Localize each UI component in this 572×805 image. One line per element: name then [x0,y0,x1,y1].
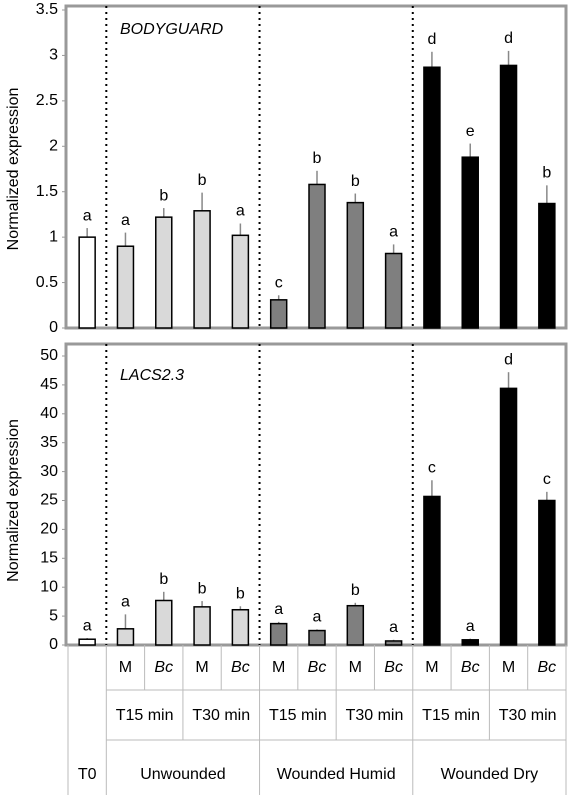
significance-letter: a [389,619,398,636]
bar [346,201,365,329]
group-label: T0 [78,766,97,783]
significance-letter: a [83,207,92,224]
bar [155,216,173,329]
y-axis-label: Normalized expression [5,419,22,582]
time-label: T15 min [422,707,480,724]
treatment-label: M [195,659,208,676]
y-tick-label: 0 [49,636,58,653]
bar [269,622,288,646]
bar [538,202,556,329]
significance-letter: a [274,601,283,618]
y-tick-label: 30 [40,463,58,480]
bar [269,299,288,329]
y-tick-label: 25 [40,492,58,509]
y-axis-label: Normalized expression [5,88,22,251]
significance-letter: c [428,459,436,476]
y-tick-label: 3.5 [36,1,58,18]
y-tick-label: 2 [49,138,58,155]
bar [193,210,211,329]
bar [78,236,96,329]
bar [423,495,441,646]
bar [155,599,173,646]
significance-letter: b [351,173,360,190]
y-tick-label: 35 [40,434,58,451]
bar [499,387,518,646]
bar [308,629,326,646]
significance-letter: b [351,582,360,599]
y-tick-label: 50 [40,347,58,364]
y-tick-label: 15 [40,550,58,567]
treatment-label: Bc [384,659,403,676]
time-label: T15 min [269,707,327,724]
significance-letter: a [236,203,245,220]
significance-letter: b [198,172,207,189]
y-tick-label: 1 [49,228,58,245]
bar [346,604,365,646]
y-tick-label: 0.5 [36,274,58,291]
gene-label: LACS2.3 [120,367,184,384]
treatment-label: Bc [461,659,480,676]
bar [308,183,326,329]
significance-letter: a [389,224,398,241]
significance-letter: b [159,187,168,204]
bar [116,245,135,329]
treatment-label: Bc [538,659,557,676]
y-tick-label: 20 [40,521,58,538]
significance-letter: c [275,275,283,292]
y-tick-label: 3 [49,47,58,64]
treatment-label: M [119,659,132,676]
significance-letter: b [313,150,322,167]
bar [193,606,211,646]
bar [384,640,403,646]
y-tick-label: 45 [40,376,58,393]
treatment-label: Bc [308,659,327,676]
significance-letter: b [542,165,551,182]
bar [78,638,96,646]
bar [461,639,479,646]
time-label: T30 min [192,707,250,724]
significance-letter: b [236,585,245,602]
significance-letter: e [466,123,475,140]
treatment-label: Bc [154,659,173,676]
significance-letter: a [313,609,322,626]
time-label: T30 min [346,707,404,724]
significance-letter: d [504,351,513,368]
y-tick-label: 0 [49,319,58,336]
group-label: Wounded Dry [441,766,539,783]
y-tick-label: 10 [40,578,58,595]
significance-letter: c [543,471,551,488]
time-label: T30 min [499,707,557,724]
y-tick-label: 1.5 [36,183,58,200]
plot-frame [64,342,568,647]
time-label: T15 min [116,707,174,724]
significance-letter: a [83,617,92,634]
treatment-label: Bc [231,659,250,676]
bar [384,252,403,329]
bar [423,66,441,329]
y-tick-label: 40 [40,405,58,422]
significance-letter: a [121,594,130,611]
bar [499,64,518,329]
significance-letter: d [504,30,513,47]
bar [538,499,556,646]
treatment-label: M [502,659,515,676]
significance-letter: a [121,212,130,229]
treatment-label: M [272,659,285,676]
gene-label: BODYGUARD [120,21,224,38]
significance-letter: a [466,618,475,635]
y-tick-label: 2.5 [36,92,58,109]
bar [116,628,135,646]
bar [231,608,250,646]
group-label: Wounded Humid [277,766,396,783]
bar [231,234,250,329]
y-tick-label: 5 [49,607,58,624]
significance-letter: d [427,31,436,48]
significance-letter: b [159,571,168,588]
treatment-label: M [349,659,362,676]
bar [461,156,479,329]
treatment-label: M [425,659,438,676]
significance-letter: b [198,580,207,597]
group-label: Unwounded [140,766,225,783]
